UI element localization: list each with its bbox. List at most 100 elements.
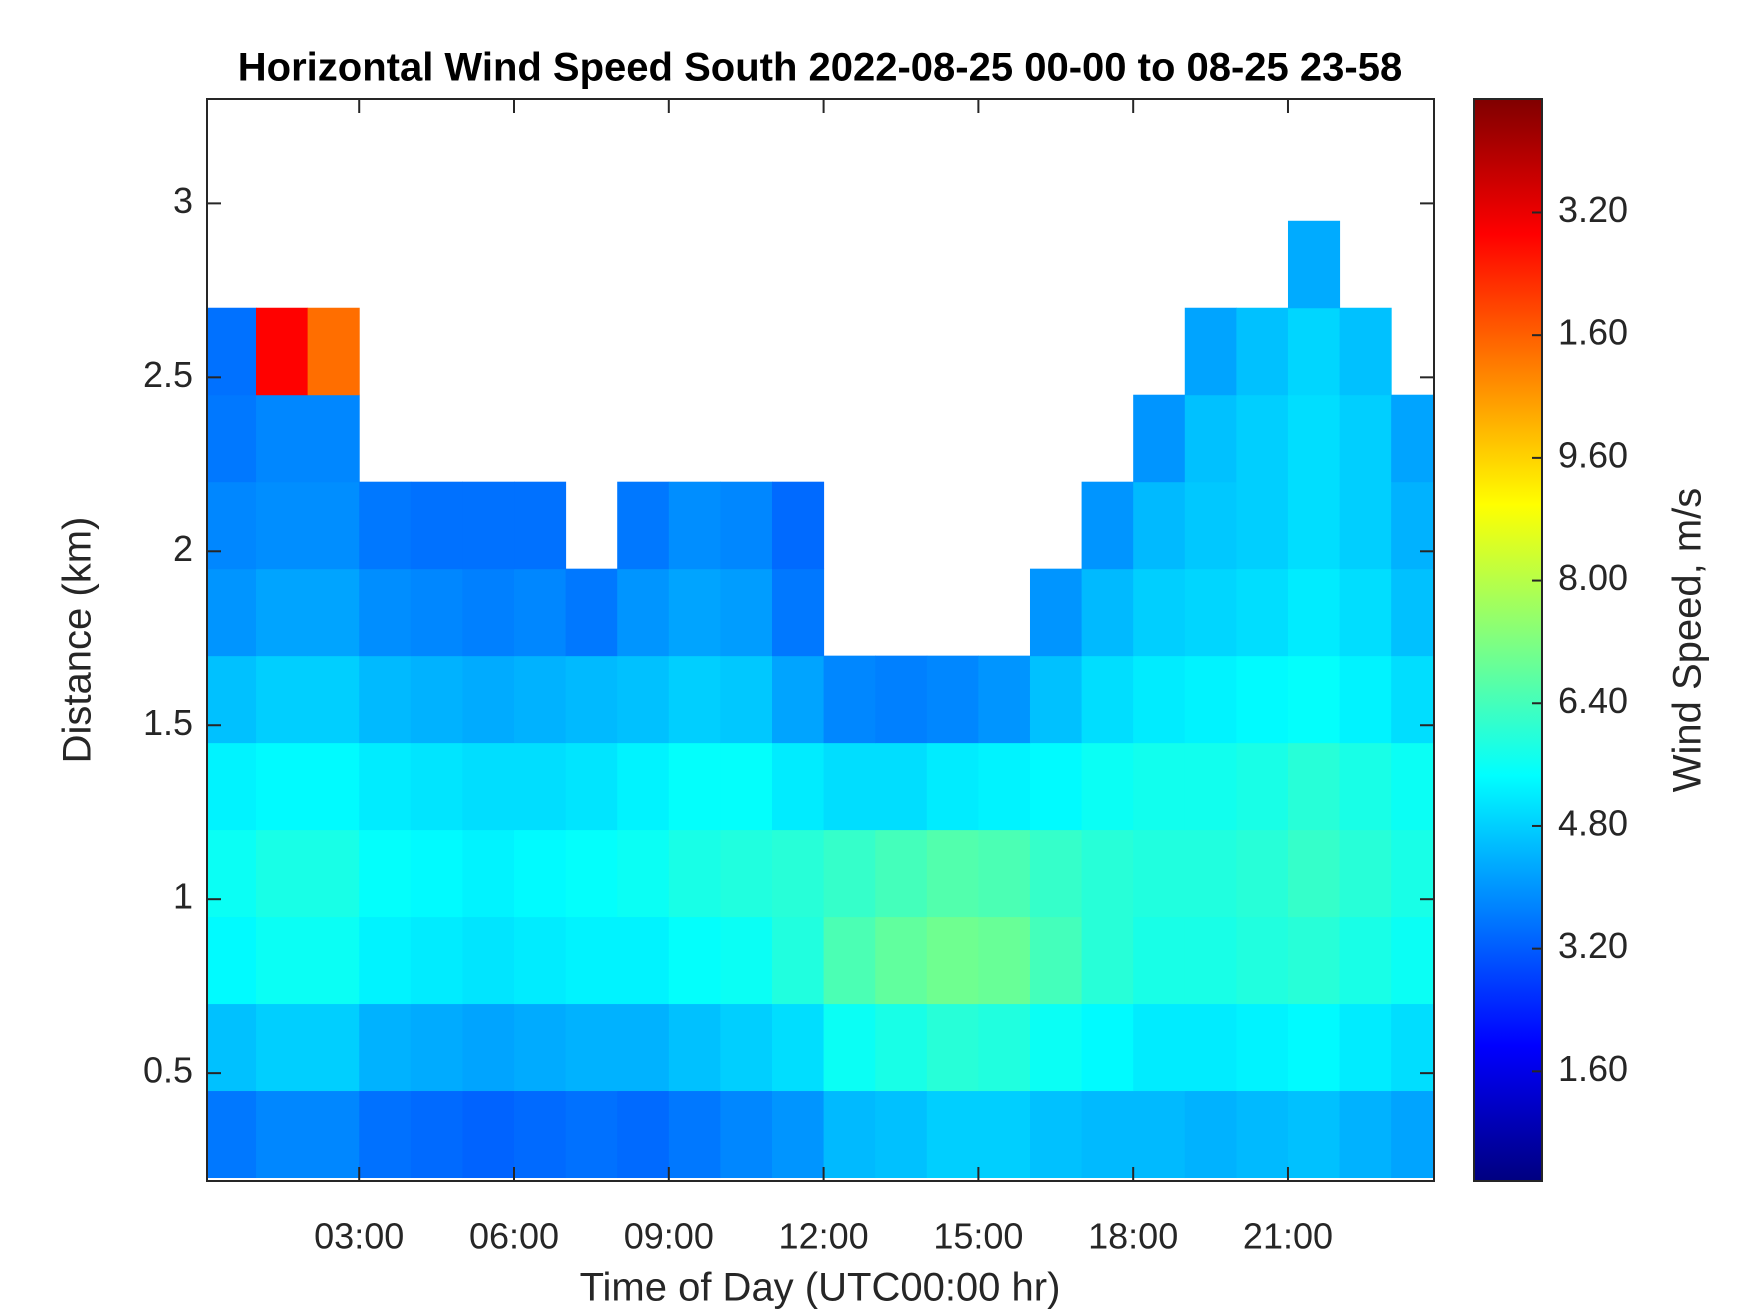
heatmap-cell (359, 568, 412, 657)
heatmap-cell (1339, 829, 1392, 918)
heatmap-cell (514, 916, 567, 1005)
heatmap-cell (307, 394, 360, 483)
heatmap-cell (1029, 568, 1083, 657)
heatmap-cell (1287, 481, 1341, 570)
heatmap-cell (1081, 829, 1134, 918)
heatmap-cell (207, 481, 257, 570)
heatmap-cell (514, 1003, 567, 1092)
heatmap-cell (720, 655, 773, 744)
heatmap-cell (1081, 916, 1134, 1005)
heatmap-cell (514, 655, 567, 744)
heatmap-cell (1287, 1003, 1341, 1092)
heatmap-cell (617, 481, 670, 570)
heatmap-cell (1184, 481, 1237, 570)
heatmap-cell (256, 1003, 309, 1092)
colorbar-tick-label: 8.00 (1558, 557, 1628, 598)
heatmap-cell (668, 742, 721, 831)
heatmap-cell (617, 742, 670, 831)
heatmap-cell (1236, 655, 1289, 744)
heatmap-cell (1029, 1090, 1083, 1179)
heatmap-cell (617, 1003, 670, 1092)
heatmap-cell (307, 1003, 360, 1092)
heatmap-cell (307, 829, 360, 918)
heatmap-cell (207, 916, 257, 1005)
heatmap-cell (617, 655, 670, 744)
heatmap-cell (1287, 1090, 1341, 1179)
heatmap-cell (720, 1090, 773, 1179)
x-tick-label: 21:00 (1243, 1216, 1333, 1257)
heatmap-cell (565, 1003, 618, 1092)
heatmap-cell (410, 1003, 463, 1092)
heatmap-cell (359, 1090, 412, 1179)
heatmap-cell (1184, 916, 1237, 1005)
heatmap-cell (1081, 1003, 1134, 1092)
heatmap-cell (462, 1090, 515, 1179)
heatmap-cell (1236, 394, 1289, 483)
heatmap-cell (462, 916, 515, 1005)
heatmap-cell (1184, 1090, 1237, 1179)
heatmap-cell (1236, 1003, 1289, 1092)
heatmap-cell (1287, 655, 1341, 744)
heatmap-cell (978, 742, 1031, 831)
heatmap-cell (462, 1003, 515, 1092)
heatmap-cell (514, 568, 567, 657)
heatmap-cell (720, 742, 773, 831)
heatmap-cell (978, 916, 1031, 1005)
heatmap-cell (207, 307, 257, 396)
heatmap-cell (256, 568, 309, 657)
heatmap-cell (207, 655, 257, 744)
heatmap-cell (771, 1090, 825, 1179)
heatmap-cell (668, 568, 721, 657)
heatmap-cell (359, 1003, 412, 1092)
heatmap-cell (875, 655, 928, 744)
heatmap-cell (207, 829, 257, 918)
heatmap-cell (1287, 394, 1341, 483)
heatmap-cell (410, 829, 463, 918)
heatmap-cell (1287, 568, 1341, 657)
x-tick-label: 12:00 (779, 1216, 869, 1257)
x-axis-label: Time of Day (UTC00:00 hr) (580, 1266, 1061, 1310)
heatmap-cell (1133, 481, 1186, 570)
plot-frame (206, 98, 1435, 1182)
heatmap-cell (668, 481, 721, 570)
heatmap-cell (359, 481, 412, 570)
heatmap-cell (1133, 742, 1186, 831)
heatmap-cell (823, 1003, 876, 1092)
heatmap-cell (462, 829, 515, 918)
heatmap-cell (771, 1003, 825, 1092)
heatmap-cell (207, 568, 257, 657)
colorbar-label: Wind Speed, m/s (1666, 488, 1710, 793)
heatmap-cell (565, 742, 618, 831)
colorbar-tick-label: 3.20 (1558, 925, 1628, 966)
heatmap-cell (823, 655, 876, 744)
heatmap-cell (1029, 1003, 1083, 1092)
heatmap-cell (823, 916, 876, 1005)
heatmap-cell (207, 394, 257, 483)
colorbar-tick-label: 3.20 (1558, 189, 1628, 230)
heatmap-cell (1236, 829, 1289, 918)
heatmap-cell (1391, 481, 1434, 570)
colorbar-tick-label: 6.40 (1558, 680, 1628, 721)
heatmap-cell (1236, 1090, 1289, 1179)
heatmap-cell (565, 1090, 618, 1179)
heatmap-cell (565, 829, 618, 918)
heatmap-cell (256, 742, 309, 831)
heatmap-cell (307, 742, 360, 831)
heatmap-cell (1339, 916, 1392, 1005)
heatmap-cell (617, 1090, 670, 1179)
x-tick-label: 06:00 (469, 1216, 559, 1257)
heatmap-cell (307, 655, 360, 744)
heatmap-cell (1339, 655, 1392, 744)
heatmap-cell (1133, 916, 1186, 1005)
heatmap (207, 220, 1434, 1179)
heatmap-cell (1391, 655, 1434, 744)
y-tick-label: 0.5 (143, 1050, 193, 1091)
heatmap-cell (410, 1090, 463, 1179)
heatmap-cell (1339, 1003, 1392, 1092)
heatmap-cell (256, 655, 309, 744)
heatmap-cell (926, 1090, 979, 1179)
heatmap-cell (514, 829, 567, 918)
heatmap-cell (1339, 1090, 1392, 1179)
heatmap-cell (1287, 829, 1341, 918)
